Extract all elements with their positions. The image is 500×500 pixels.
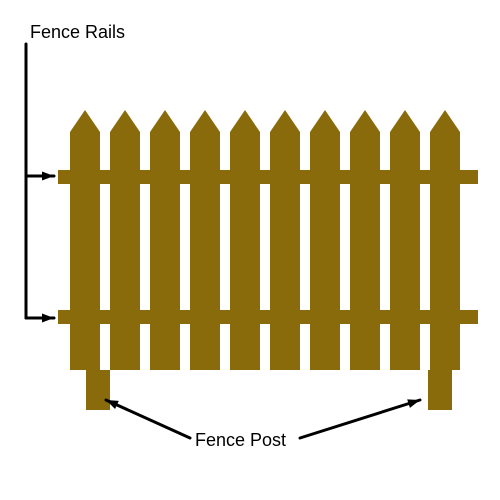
arrowhead-icon bbox=[42, 314, 54, 323]
post-arrow-right bbox=[300, 400, 420, 438]
label-fence-post: Fence Post bbox=[195, 430, 286, 451]
label-fence-rails: Fence Rails bbox=[30, 22, 125, 43]
arrowhead-icon bbox=[106, 400, 119, 409]
diagram-canvas: Fence Rails Fence Post bbox=[0, 0, 500, 500]
post-arrow-left bbox=[106, 400, 190, 438]
callout-arrows bbox=[0, 0, 500, 500]
arrowhead-icon bbox=[42, 172, 54, 181]
arrowhead-icon bbox=[407, 399, 420, 408]
